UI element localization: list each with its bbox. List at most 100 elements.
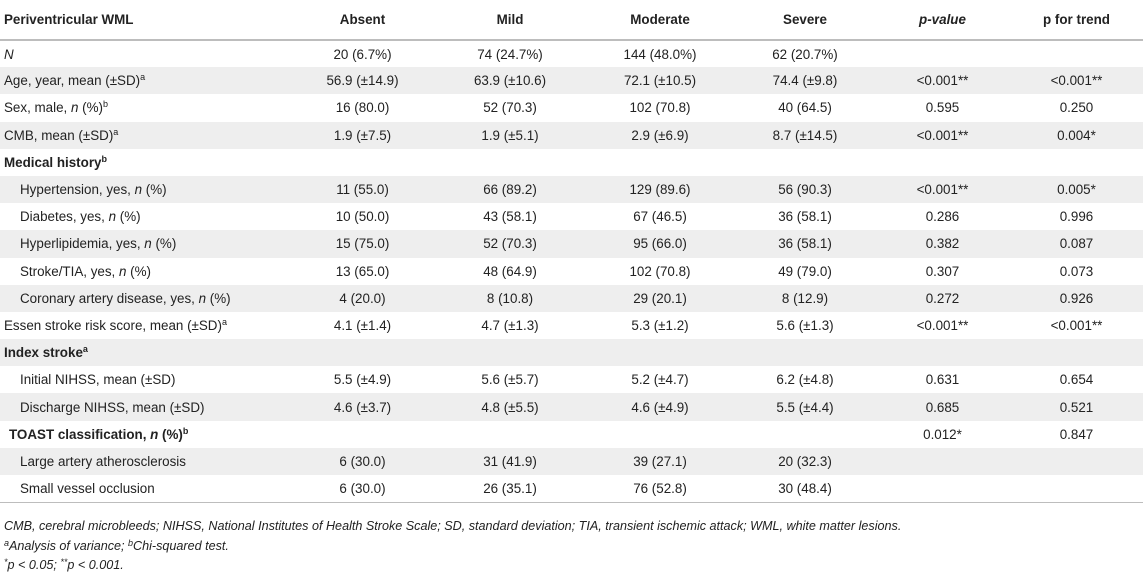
cell-absent: 11 (55.0) xyxy=(290,175,435,204)
cell-moderate: 2.9 (±6.9) xyxy=(585,121,735,149)
table-row: Stroke/TIA, yes, n (%) 13 (65.0) 48 (64.9)… xyxy=(0,258,1143,285)
row-label: Discharge NIHSS, mean (±SD) xyxy=(0,393,290,421)
row-label-text: TOAST classification, xyxy=(9,426,151,442)
row-label-text: Age, year, mean (±SD) xyxy=(4,73,141,89)
table-row: Hypertension, yes, n (%) 11 (55.0) 66 (89.… xyxy=(0,175,1143,204)
table-row: Sex, male, n (%)b 16 (80.0) 52 (70.3) 102 (… xyxy=(0,94,1143,121)
cell-p-for-trend: 0.847 xyxy=(1059,426,1094,442)
cell-mild: 5.6 (±5.7) xyxy=(481,372,539,388)
cell-p-value: <0.001** xyxy=(916,317,969,333)
cell-absent: 4.1 (±1.4) xyxy=(333,317,392,333)
row-label-footnote-mark: a xyxy=(113,126,119,137)
cell-mild: 4.8 (±5.5) xyxy=(435,393,585,421)
cell-p-value xyxy=(875,149,1010,176)
cell-absent: 15 (75.0) xyxy=(290,230,435,258)
cell-severe: 8.7 (±14.5) xyxy=(735,121,875,149)
header-severe: Severe xyxy=(735,0,875,41)
table-footnotes: CMB, cerebral microbleeds; NIHSS, Nation… xyxy=(4,517,901,576)
row-label-text: Large artery atherosclerosis xyxy=(20,453,186,469)
row-label-text: Medical history xyxy=(4,154,102,170)
cell-moderate: 5.2 (±4.7) xyxy=(631,372,689,388)
row-label-text: Hypertension, yes, xyxy=(20,182,135,198)
header-mild: Mild xyxy=(435,0,585,41)
cell-absent: 13 (65.0) xyxy=(335,263,390,279)
cell-absent xyxy=(290,421,435,448)
footnote-sup-b: b xyxy=(128,537,134,548)
cell-mild xyxy=(435,421,585,448)
row-label: N xyxy=(0,40,290,67)
table-row: Large artery atherosclerosis 6 (30.0) 31 (… xyxy=(0,447,1143,475)
row-label-italic: n xyxy=(134,182,143,198)
row-label-text: Small vessel occlusion xyxy=(20,480,155,496)
row-label-suffix: (%) xyxy=(142,182,167,198)
header-p-value-text: p-value xyxy=(919,12,966,27)
header-moderate: Moderate xyxy=(585,0,735,41)
cell-severe: 49 (79.0) xyxy=(778,263,832,279)
row-label-footnote-mark: b xyxy=(102,99,108,110)
cell-p-value xyxy=(875,339,1010,367)
row-label-text: Index stroke xyxy=(4,345,83,361)
cell-moderate xyxy=(585,421,735,448)
table-row: Hyperlipidemia, yes, n (%) 15 (75.0) 52 (7… xyxy=(0,230,1143,258)
table-row: Essen stroke risk score, mean (±SD)a 4.1 … xyxy=(0,312,1143,339)
row-label-text: Diabetes, yes, xyxy=(20,209,109,225)
row-label-italic: n xyxy=(198,290,207,306)
row-label-suffix: (%) xyxy=(158,426,183,442)
cell-mild: 66 (89.2) xyxy=(435,175,585,204)
row-label-suffix: (%) xyxy=(116,209,141,225)
row-label: Sex, male, n (%)b xyxy=(0,94,290,121)
cell-moderate: 129 (89.6) xyxy=(585,175,735,204)
cell-p-for-trend: 0.087 xyxy=(1010,230,1143,258)
cell-absent: 4.6 (±3.7) xyxy=(290,393,435,421)
cell-mild: 63.9 (±10.6) xyxy=(435,67,585,95)
row-label-suffix: (%) xyxy=(126,263,151,279)
row-label-footnote-mark: a xyxy=(82,344,88,355)
cell-absent xyxy=(290,149,435,176)
cell-p-for-trend: 0.004* xyxy=(1010,121,1143,149)
row-label-italic: n xyxy=(144,236,152,252)
table-row: Medical historyb xyxy=(0,149,1143,176)
row-label: Essen stroke risk score, mean (±SD)a xyxy=(0,312,290,339)
footnote-abbreviations: CMB, cerebral microbleeds; NIHSS, Nation… xyxy=(4,519,902,533)
row-label-text: Initial NIHSS, mean (±SD) xyxy=(20,372,176,388)
cell-p-value: <0.001** xyxy=(875,175,1010,204)
cell-p-value: <0.001** xyxy=(875,121,1010,149)
row-label-text: Sex, male, xyxy=(4,100,71,116)
cell-mild xyxy=(435,149,585,176)
cell-moderate: 72.1 (±10.5) xyxy=(585,67,735,95)
cell-p-for-trend: <0.001** xyxy=(1050,317,1103,333)
cell-p-value: 0.012* xyxy=(923,426,962,442)
row-label: Initial NIHSS, mean (±SD) xyxy=(0,366,290,393)
cell-moderate: 102 (70.8) xyxy=(629,100,691,116)
cell-p-value xyxy=(875,40,1010,67)
table-row: CMB, mean (±SD)a 1.9 (±7.5) 1.9 (±5.1) 2.9 … xyxy=(0,121,1143,149)
cell-moderate: 144 (48.0%) xyxy=(623,46,697,62)
row-label-suffix: (%) xyxy=(151,236,177,252)
cell-mild: 74 (24.7%) xyxy=(477,46,543,62)
cell-severe: 74.4 (±9.8) xyxy=(735,67,875,95)
cell-mild: 48 (64.9) xyxy=(483,263,537,279)
cell-p-for-trend xyxy=(1010,40,1143,67)
cell-severe: 30 (48.4) xyxy=(735,475,875,503)
header-p-value: p-value xyxy=(875,0,1010,41)
row-label-text: Coronary artery disease, yes, xyxy=(20,290,199,306)
table-row: Diabetes, yes, n (%) 10 (50.0) 43 (58.1) 67… xyxy=(0,203,1143,230)
cell-p-for-trend: 0.926 xyxy=(1010,284,1143,312)
row-label: Hypertension, yes, n (%) xyxy=(0,175,290,204)
cell-p-for-trend: 0.654 xyxy=(1059,372,1094,388)
cell-moderate: 4.6 (±4.9) xyxy=(585,393,735,421)
cell-p-for-trend xyxy=(1010,447,1143,475)
cell-p-value: 0.272 xyxy=(875,284,1010,312)
cell-p-for-trend xyxy=(1010,149,1143,176)
cell-mild: 1.9 (±5.1) xyxy=(435,121,585,149)
footnote-significance: *p < 0.05; **p < 0.001. xyxy=(4,556,901,576)
cell-mild: 4.7 (±1.3) xyxy=(481,317,539,333)
row-label-italic: N xyxy=(4,46,14,62)
row-label-italic: n xyxy=(150,426,159,442)
cell-severe: 56 (90.3) xyxy=(735,175,875,204)
cell-p-value: 0.631 xyxy=(925,372,960,388)
cell-severe: 6.2 (±4.8) xyxy=(776,372,834,388)
cell-mild: 8 (10.8) xyxy=(435,284,585,312)
row-label: Coronary artery disease, yes, n (%) xyxy=(0,284,290,312)
row-label: Stroke/TIA, yes, n (%) xyxy=(0,258,290,285)
